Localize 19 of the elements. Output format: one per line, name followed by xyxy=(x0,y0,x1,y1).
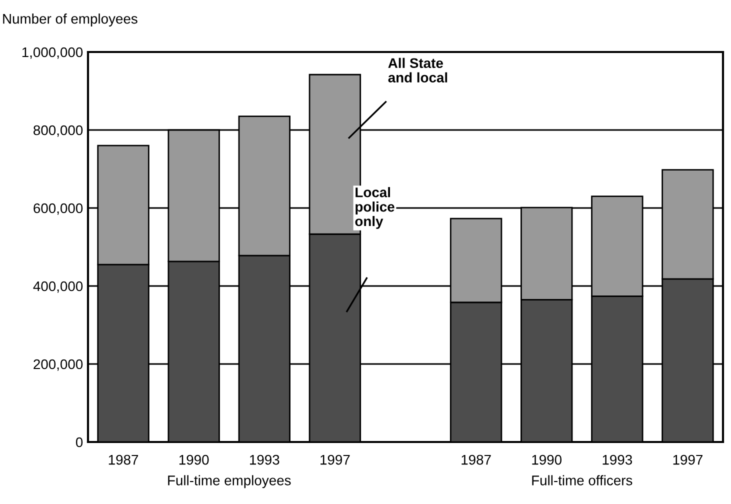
x-tick-label: 1987 xyxy=(462,454,491,465)
y-axis-title: Number of employees xyxy=(3,14,138,26)
x-tick-label: 1993 xyxy=(250,454,280,465)
y-tick-label: 0 xyxy=(76,437,83,448)
y-tick-label: 600,000 xyxy=(34,203,83,215)
text: All State and local xyxy=(388,58,448,83)
x-tick-label: 1997 xyxy=(673,454,702,465)
x-tick-label: 1987 xyxy=(108,454,138,465)
x-tick-label: 1993 xyxy=(602,454,632,465)
x-tick-label: 1990 xyxy=(179,454,209,465)
y-tick-label: 200,000 xyxy=(34,359,83,371)
text: Full-time employees xyxy=(168,475,291,488)
x-tick-label: 1990 xyxy=(532,454,562,465)
x-tick-label: 1997 xyxy=(320,454,350,465)
y-tick-label: 800,000 xyxy=(34,125,83,137)
y-tick-label: 1,000,000 xyxy=(22,47,83,59)
y-tick-label: 400,000 xyxy=(33,281,83,293)
series-label: Local police only xyxy=(355,187,394,229)
text: Full-time officers xyxy=(532,475,632,486)
